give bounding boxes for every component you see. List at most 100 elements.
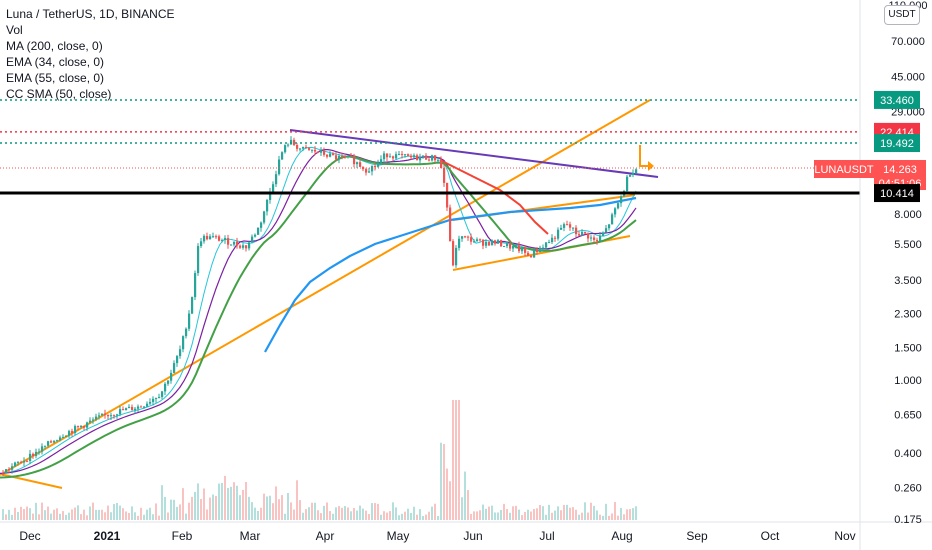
volume-bar bbox=[350, 511, 352, 520]
volume-bar bbox=[455, 400, 457, 520]
candle-body bbox=[281, 152, 284, 160]
candle-body bbox=[176, 356, 179, 364]
volume-bar bbox=[269, 495, 271, 520]
candle-body bbox=[188, 313, 191, 329]
candle-body bbox=[185, 328, 188, 337]
legend-item-ma200[interactable]: MA (200, close, 0) bbox=[6, 39, 103, 53]
red-curve bbox=[439, 159, 549, 235]
legend-title[interactable]: Luna / TetherUS, 1D, BINANCE bbox=[6, 7, 175, 21]
volume-bar bbox=[47, 506, 49, 520]
volume-bar bbox=[281, 495, 283, 520]
volume-bar bbox=[299, 500, 301, 520]
volume-bar bbox=[443, 444, 445, 520]
volume-bar bbox=[515, 505, 517, 520]
candle-body bbox=[32, 453, 35, 456]
candle-body bbox=[428, 159, 431, 161]
volume-bar bbox=[482, 504, 484, 520]
legend-item-ema55[interactable]: EMA (55, close, 0) bbox=[6, 71, 105, 85]
candle-body bbox=[35, 451, 38, 456]
volume-bar bbox=[440, 442, 442, 520]
candle-body bbox=[635, 169, 638, 174]
volume-bar bbox=[566, 504, 568, 520]
volume-bar bbox=[599, 514, 601, 520]
volume-bar bbox=[347, 507, 349, 520]
volume-bar bbox=[467, 490, 469, 520]
volume-bar bbox=[161, 485, 163, 520]
candle-body bbox=[419, 156, 422, 161]
volume-bar bbox=[29, 508, 31, 520]
price-axis[interactable]: 110.00070.00045.00029.0008.0005.5003.500… bbox=[889, 0, 928, 526]
candle-body bbox=[494, 240, 497, 244]
volume-bar bbox=[476, 511, 478, 520]
candle-body bbox=[170, 372, 173, 381]
legend-item-ccsma[interactable]: CC SMA (50, close) bbox=[6, 87, 112, 101]
volume-bar bbox=[392, 502, 394, 520]
candle-body bbox=[287, 144, 290, 146]
volume-bar bbox=[395, 507, 397, 520]
candle-body bbox=[584, 232, 587, 234]
candle-body bbox=[158, 396, 161, 399]
volume-bar bbox=[65, 514, 67, 520]
volume-bar bbox=[302, 512, 304, 520]
volume-bar bbox=[8, 509, 10, 520]
time-tick-label: 2021 bbox=[94, 529, 121, 543]
candle-body bbox=[554, 237, 557, 239]
volume-bar bbox=[272, 503, 274, 520]
plot-background bbox=[0, 0, 860, 522]
candle-body bbox=[569, 224, 572, 228]
candle-body bbox=[482, 239, 485, 246]
volume-bar bbox=[224, 475, 226, 520]
volume-bar bbox=[17, 512, 19, 520]
volume-bar bbox=[488, 506, 490, 520]
volume-bar bbox=[602, 515, 604, 520]
volume-bar bbox=[632, 508, 634, 520]
label-19-492-box bbox=[874, 134, 920, 153]
price-tick-label: 1.500 bbox=[894, 343, 922, 355]
time-axis[interactable]: Dec 2021 Feb Mar Apr May Jun Jul Aug Sep Oct Nov bbox=[19, 529, 855, 543]
volume-bar bbox=[11, 514, 13, 520]
volume-bar bbox=[62, 511, 64, 520]
candle-body bbox=[338, 155, 341, 160]
candle-body bbox=[458, 238, 461, 248]
candle-body bbox=[248, 242, 251, 249]
volume-bar bbox=[80, 514, 82, 520]
candle-body bbox=[155, 398, 158, 400]
volume-bar bbox=[422, 515, 424, 520]
candle-body bbox=[113, 415, 116, 417]
candle-body bbox=[545, 242, 548, 248]
legend-item-vol[interactable]: Vol bbox=[6, 23, 23, 37]
candle-body bbox=[521, 247, 524, 252]
volume-bar bbox=[557, 506, 559, 520]
volume-bar bbox=[245, 481, 247, 520]
time-tick-label: Apr bbox=[316, 529, 335, 543]
volume-bar bbox=[77, 505, 79, 520]
volume-bar bbox=[206, 509, 208, 520]
candle-body bbox=[518, 245, 521, 252]
candle-body bbox=[605, 228, 608, 233]
candle-body bbox=[77, 426, 80, 428]
volume-bar bbox=[248, 496, 250, 520]
candle-body bbox=[5, 469, 8, 474]
currency-button[interactable]: USDT bbox=[884, 5, 920, 25]
volume-bar bbox=[503, 503, 505, 520]
volume-bar bbox=[551, 512, 553, 520]
price-tick-label: 0.650 bbox=[894, 409, 922, 421]
candle-body bbox=[632, 173, 635, 176]
candle-body bbox=[308, 148, 311, 150]
legend-item-ema34[interactable]: EMA (34, close, 0) bbox=[6, 55, 105, 69]
volume-bar bbox=[530, 511, 532, 520]
volume-bar bbox=[104, 512, 106, 520]
candle-body bbox=[110, 415, 113, 417]
volume-bar bbox=[143, 514, 145, 520]
volume-bar bbox=[53, 509, 55, 520]
volume-bar bbox=[35, 502, 37, 520]
legend: Luna / TetherUS, 1D, BINANCE Vol MA (200… bbox=[6, 6, 175, 102]
volume-bar bbox=[116, 503, 118, 520]
candle-body bbox=[386, 153, 389, 158]
candle-body bbox=[98, 415, 101, 417]
label-symbol-box bbox=[814, 160, 874, 178]
volume-bar bbox=[89, 506, 91, 520]
candle-body bbox=[530, 255, 533, 258]
candle-body bbox=[242, 245, 245, 248]
